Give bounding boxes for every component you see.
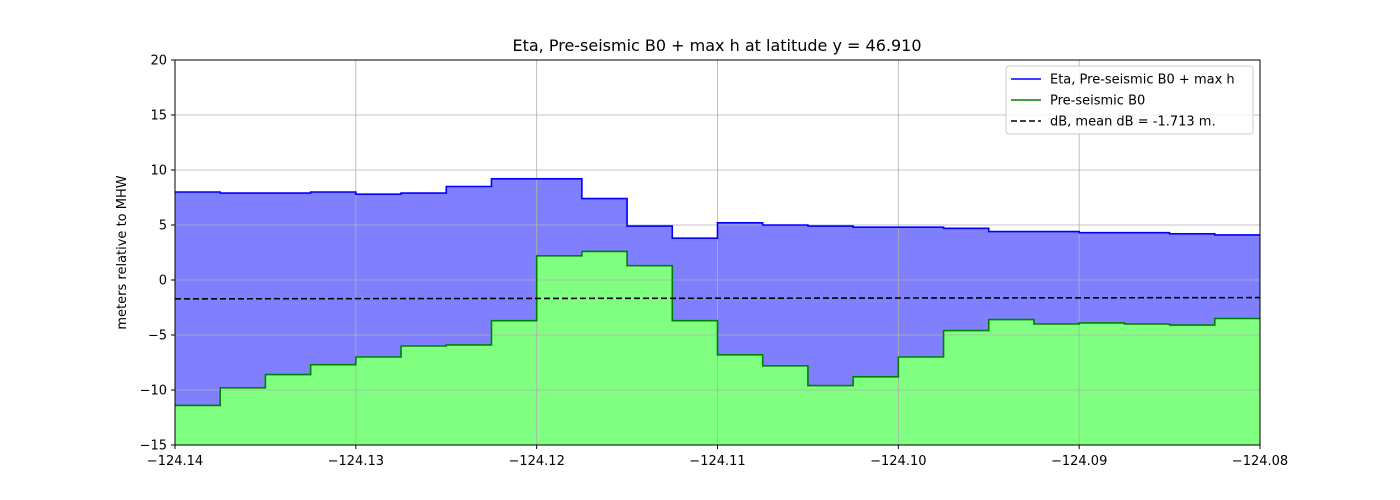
y-tick-label: 10 xyxy=(150,164,167,179)
legend-box xyxy=(1005,65,1254,135)
y-tick-label: −5 xyxy=(148,329,167,344)
y-tick-label: 20 xyxy=(150,54,167,69)
x-tick-label: −124.14 xyxy=(147,454,203,469)
x-tick-label: −124.10 xyxy=(870,454,926,469)
y-tick-label: 15 xyxy=(150,109,167,124)
chart-title: Eta, Pre-seismic B0 + max h at latitude … xyxy=(512,36,921,55)
plot-area: −124.14 −124.13 −124.12 −124.11 −124.10 −124.… xyxy=(140,54,1289,470)
y-tick-label: −10 xyxy=(140,384,167,399)
legend: Eta, Pre-seismic B0 + max h Pre-seismic B… xyxy=(1005,65,1254,135)
x-tick-label: −124.09 xyxy=(1051,454,1107,469)
legend-label: Pre-seismic B0 xyxy=(1050,94,1145,109)
b0-series-line xyxy=(175,250,1260,407)
legend-label: dB, mean dB = -1.713 m. xyxy=(1050,115,1216,130)
legend-label: Eta, Pre-seismic B0 + max h xyxy=(1050,73,1235,88)
db-series-line xyxy=(174,296,1261,300)
y-tick-label: 5 xyxy=(159,219,167,234)
y-axis-label: meters relative to MHW xyxy=(115,175,130,329)
x-tick-label: −124.13 xyxy=(328,454,384,469)
x-tick-label: −124.12 xyxy=(508,454,564,469)
y-tick-label: 0 xyxy=(159,274,167,289)
x-tick-label: −124.11 xyxy=(689,454,745,469)
y-tick-label: −15 xyxy=(140,439,167,454)
eta-series-line xyxy=(175,178,1260,239)
x-tick-label: −124.08 xyxy=(1232,454,1288,469)
